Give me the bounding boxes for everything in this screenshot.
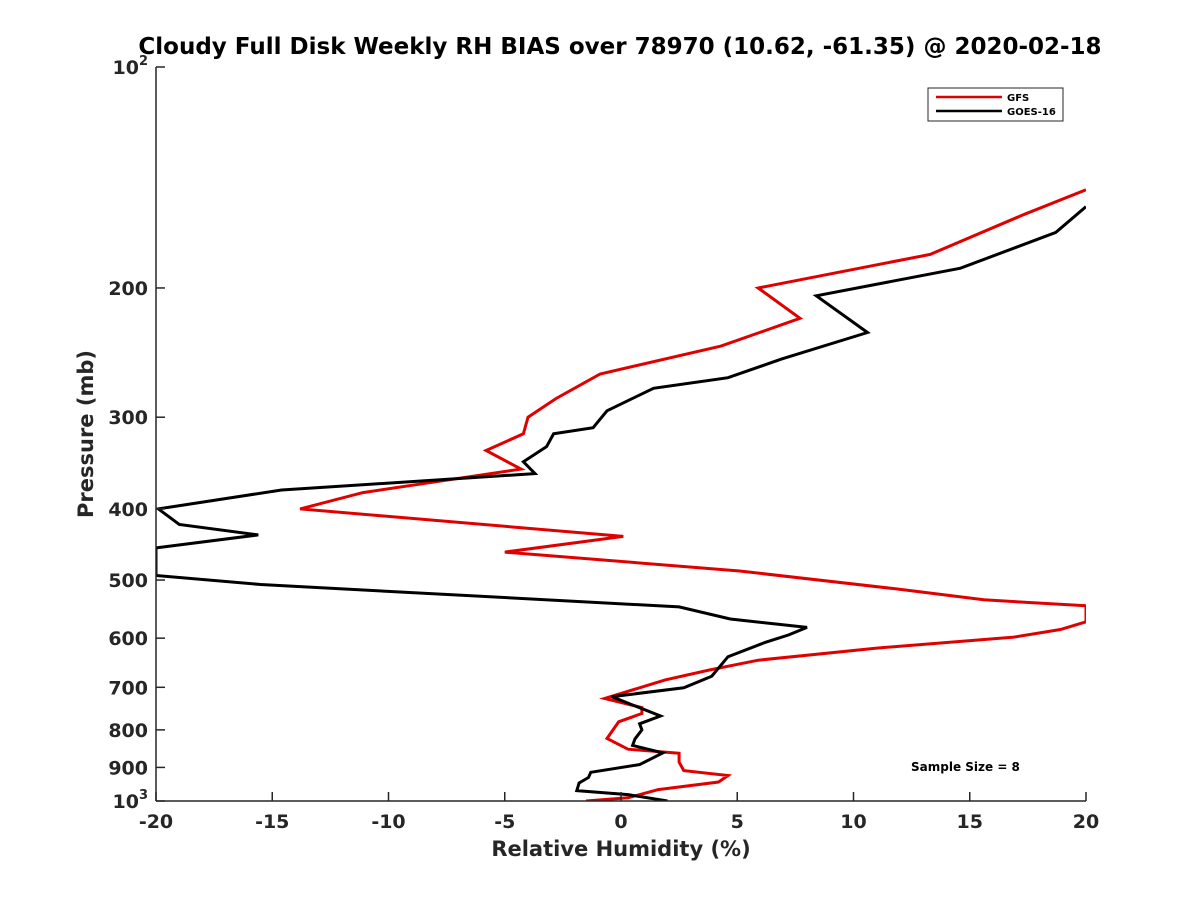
x-tick-label: -15: [255, 811, 289, 833]
y-tick-label: 103: [113, 788, 149, 813]
x-tick-label: -5: [494, 811, 515, 833]
y-tick-label: 300: [108, 407, 148, 429]
y-tick-label: 500: [108, 570, 148, 592]
series-line-gfs: [299, 188, 1086, 801]
y-tick-label: 700: [108, 677, 148, 699]
x-tick-label: 20: [1073, 811, 1099, 833]
sample-size-annotation: Sample Size = 8: [911, 760, 1020, 774]
x-tick-label: 0: [614, 811, 627, 833]
chart-title: Cloudy Full Disk Weekly RH BIAS over 789…: [138, 34, 1101, 60]
series-line-goes-16: [156, 205, 1086, 801]
x-axis-label: Relative Humidity (%): [491, 837, 750, 861]
legend-box: [927, 87, 1064, 122]
legend-label-goes16: GOES-16: [1007, 107, 1056, 118]
x-tick-label: 15: [957, 811, 983, 833]
y-tick-label: 200: [108, 278, 148, 300]
x-tick-label: -20: [139, 811, 173, 833]
y-axis-label: Pressure (mb): [74, 350, 98, 518]
y-tick-label: 102: [113, 54, 149, 79]
x-tick-label: -10: [371, 811, 405, 833]
y-tick-label: 900: [108, 757, 148, 779]
x-tick-label: 5: [731, 811, 744, 833]
y-tick-label: 600: [108, 628, 148, 650]
y-tick-label: 800: [108, 720, 148, 742]
y-ticks: 102 200 300 400 500 600 700 800 900 103: [108, 54, 165, 813]
series-layer: [156, 188, 1086, 801]
legend-label-gfs: GFS: [1007, 93, 1029, 104]
x-ticks: -20 -15 -10 -5 0 5 10 15 20: [139, 792, 1099, 833]
y-tick-label: 400: [108, 499, 148, 521]
legend: GFS GOES-16: [927, 87, 1064, 122]
x-tick-label: 10: [840, 811, 866, 833]
